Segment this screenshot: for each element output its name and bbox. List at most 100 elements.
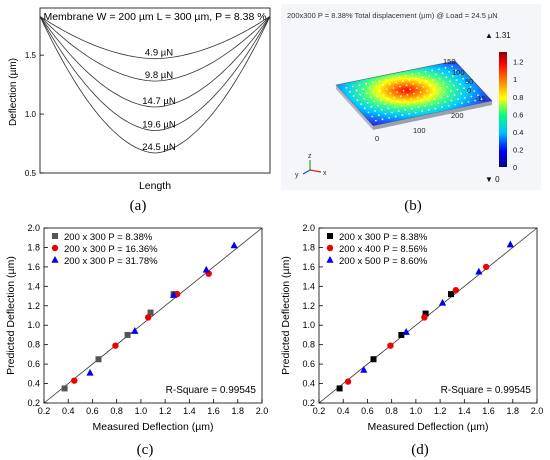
data-point [421, 314, 428, 321]
legend-label: 200 x 300 P = 16.36% [64, 244, 158, 255]
x-tick-label: 0.2 [313, 406, 326, 416]
legend-label: 200 x 300 P = 31.78% [64, 256, 158, 267]
panel-label: (d) [411, 442, 429, 458]
y-tick-label: 0.8 [302, 340, 315, 350]
axis-letter: y [295, 172, 299, 179]
y-tick-label: 1.2 [27, 301, 40, 311]
fem-displacement-plot: 200x300 P = 8.38% Total displacement (µm… [281, 4, 541, 214]
x-tick-label: 1.4 [458, 406, 471, 416]
curve-label: 19.6 µN [142, 120, 176, 131]
axis-tick: 0 [375, 134, 379, 143]
y-tick-label: 0.4 [27, 379, 40, 389]
data-point [452, 287, 460, 294]
legend-label: 200 x 300 P = 8.38% [64, 232, 153, 243]
x-tick-label: 2.0 [531, 406, 544, 416]
colorbar-tick-label: 0.4 [513, 128, 523, 137]
legend-marker [51, 256, 59, 263]
x-tick-label: 1.8 [507, 406, 520, 416]
legend-marker [327, 233, 333, 239]
y-tick-label: 2.0 [27, 223, 40, 233]
legend-label: 200 x 400 P = 8.56% [339, 244, 428, 255]
x-tick-label: 0.8 [110, 406, 123, 416]
predicted-vs-measured-chart-d: 0.2 0.4 0.6 0.8 1.0 1.2 1.4 1.6 1.8 2.0 0.2 0.4 0.6 0… [280, 223, 544, 458]
deflection-curve [39, 16, 271, 82]
x-tick-label: 1.2 [159, 406, 172, 416]
y-tick-label: 0.2 [27, 398, 40, 408]
y-tick-label: 0.8 [27, 340, 40, 350]
curve-label: 14.7 µN [142, 96, 176, 107]
displacement-plate [335, 60, 493, 130]
x-tick-label: 2.0 [256, 406, 269, 416]
data-point [124, 331, 131, 338]
x-tick-label: 0.2 [38, 406, 51, 416]
panel-label-b: (b) [404, 198, 422, 214]
y-axis-label: Deflection (µm) [8, 58, 19, 126]
y-tick-label: 0.5 [25, 169, 37, 178]
data-point [230, 241, 238, 249]
x-tick-label: 1.6 [482, 406, 495, 416]
legend-marker [326, 256, 334, 263]
data-point [360, 365, 368, 373]
y-tick-label: 1.6 [27, 262, 40, 272]
data-point [112, 342, 119, 349]
y-tick-label: 1.4 [27, 281, 40, 291]
chart-title: Membrane W = 200 µm L = 300 µm, P = 8.38… [43, 11, 266, 23]
x-tick-label: 1.4 [183, 406, 196, 416]
data-point [438, 298, 447, 306]
axis-tick: -15 [475, 94, 486, 103]
panel-label-a: (a) [130, 198, 147, 214]
y-tick-label: 0.6 [27, 359, 40, 369]
y-tick-label: 1.4 [302, 281, 315, 291]
data-point [398, 331, 405, 338]
y-tick-label: 1.0 [302, 320, 315, 330]
colorbar-tick-label: 0.8 [513, 93, 523, 102]
data-point [336, 385, 343, 392]
axis-tick: 100 [452, 68, 465, 77]
deflection-curve [39, 16, 271, 108]
deflection-curve [39, 15, 271, 60]
legend-label: 200 x 300 P = 8.38% [339, 232, 428, 243]
predicted-vs-measured-chart-c: 0.2 0.4 0.6 0.8 1.0 1.2 1.4 1.6 1.8 2.0 0.2 0.4 0.6 0… [5, 223, 269, 458]
x-axis-label: Length [139, 180, 171, 192]
x-axis-label: Measured Deflection (µm) [92, 421, 213, 433]
data-point [387, 342, 394, 349]
colorbar-gradient [499, 52, 507, 167]
axis-tick: 100 [413, 126, 426, 135]
data-point [422, 310, 429, 317]
legend-label: 200 x 500 P = 8.60% [339, 256, 428, 267]
y-tick-label: 1.5 [25, 51, 37, 60]
x-tick-label: 0.8 [385, 406, 398, 416]
x-tick-label: 0.4 [62, 406, 75, 416]
data-point [131, 327, 139, 334]
curve-label: 4.9 µN [145, 48, 173, 59]
data-point [95, 356, 102, 363]
x-tick-label: 1.8 [232, 406, 245, 416]
y-axis-label: Predicted Deflection (µm) [280, 256, 292, 375]
colorbar-tick-label: 0 [513, 163, 517, 172]
data-point [202, 265, 210, 273]
y-tick-label: 2.0 [302, 223, 315, 233]
axis-tick: 150 [443, 57, 456, 66]
axis-triad: y z x [295, 153, 327, 179]
data-point [169, 291, 178, 298]
colorbar-tick-label: 1.2 [513, 58, 523, 67]
curve-label: 24.5 µN [142, 142, 176, 153]
data-point [147, 309, 154, 316]
data-point [61, 385, 68, 392]
data-point [506, 240, 514, 248]
legend-marker [51, 244, 59, 252]
y-tick-label: 0.2 [302, 398, 315, 408]
fem-title: 200x300 P = 8.38% Total displacement (µm… [287, 11, 498, 20]
colorbar-max: ▲ 1.31 [485, 31, 511, 40]
data-point [144, 314, 152, 321]
y-axis-label: Predicted Deflection (µm) [5, 256, 17, 375]
data-point [402, 328, 410, 335]
deflection-curve [39, 16, 271, 132]
data-point [482, 263, 490, 271]
data-point [448, 291, 455, 298]
x-axis-label: Measured Deflection (µm) [367, 421, 488, 433]
data-point [86, 368, 94, 376]
y-tick-label: 1.8 [302, 242, 315, 252]
r-square-annotation: R-Square = 0.99545 [166, 385, 257, 396]
x-tick-label: 0.4 [337, 406, 350, 416]
